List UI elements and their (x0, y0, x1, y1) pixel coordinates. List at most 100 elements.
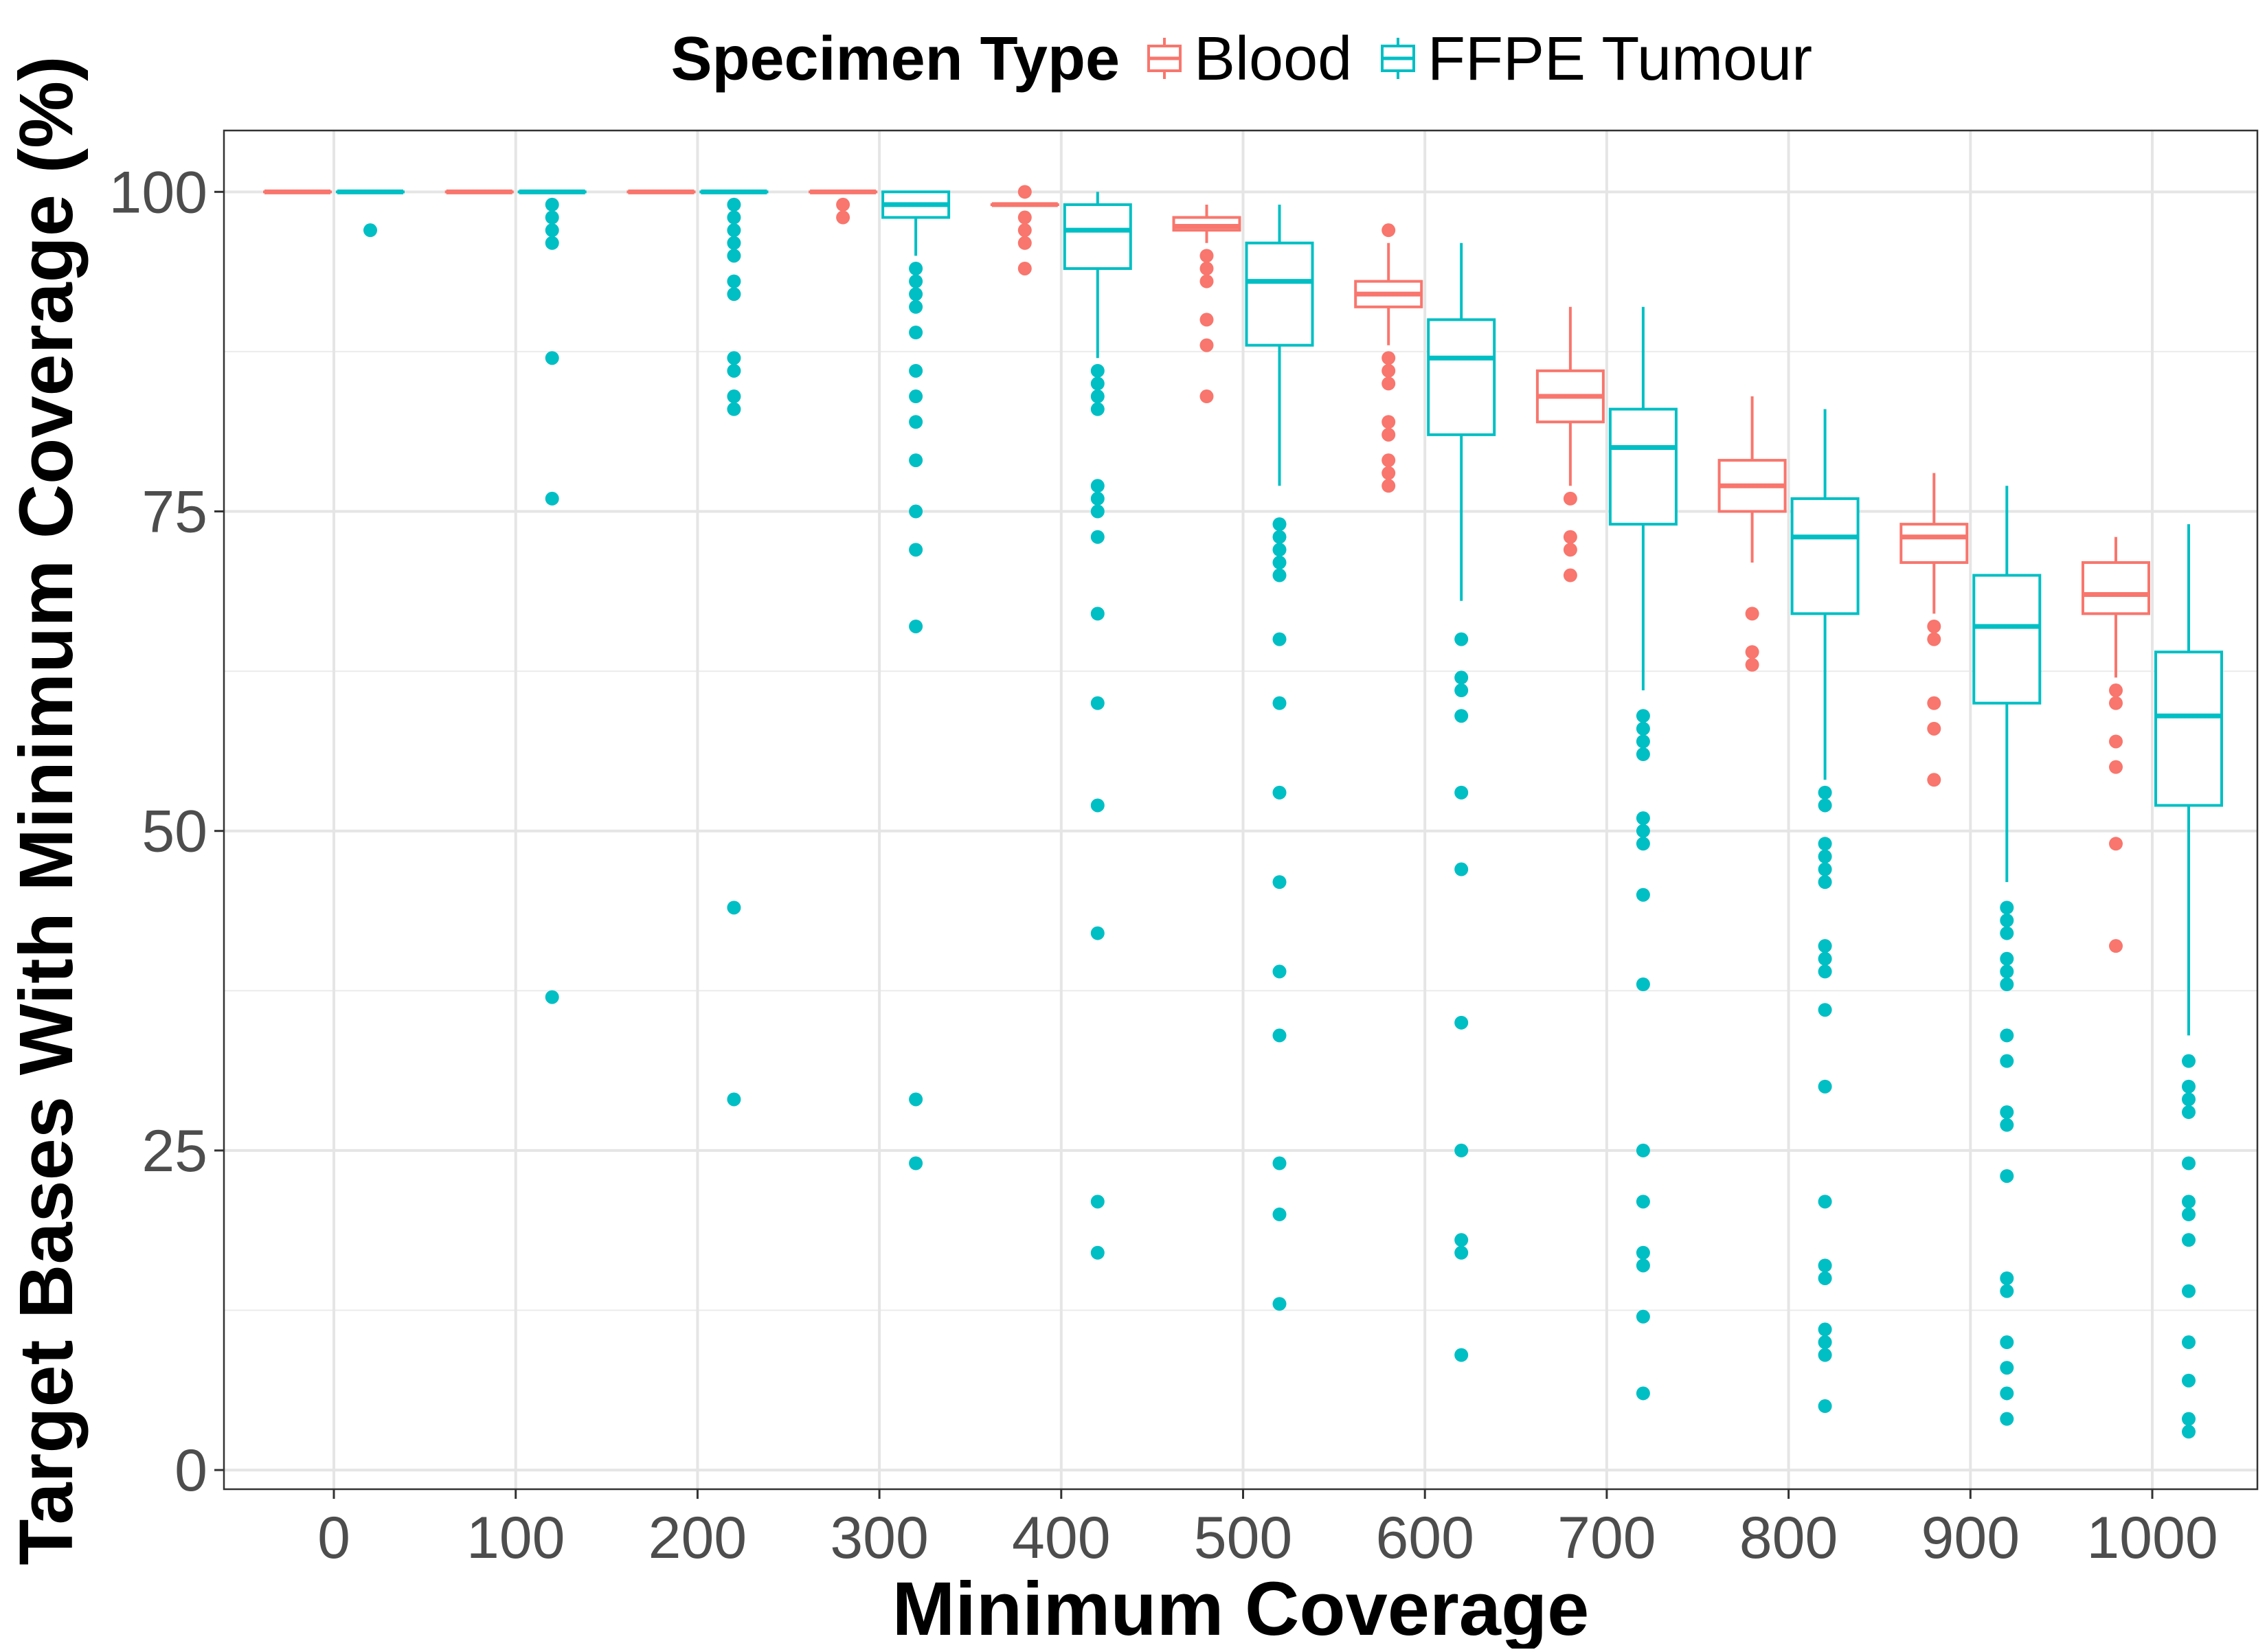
outlier-point (1273, 1208, 1287, 1221)
outlier-point (1636, 722, 1650, 736)
outlier-point (2182, 1335, 2196, 1349)
outlier-point (727, 351, 741, 365)
outlier-point (1091, 403, 1105, 416)
outlier-point (1273, 517, 1287, 531)
outlier-point (1818, 939, 1832, 953)
outlier-point (1636, 1246, 1650, 1260)
outlier-point (1381, 453, 1395, 467)
outlier-point (1091, 479, 1105, 493)
iqr-box (1610, 409, 1676, 524)
outlier-point (1200, 313, 1214, 326)
y-tick-label: 0 (174, 1438, 207, 1504)
outlier-point (1018, 211, 1032, 225)
outlier-point (1273, 556, 1287, 569)
outlier-point (1636, 709, 1650, 723)
outlier-point (909, 453, 923, 467)
outlier-point (1454, 1233, 1468, 1247)
outlier-point (1273, 1297, 1287, 1311)
outlier-point (1200, 389, 1214, 403)
outlier-point (1927, 633, 1941, 646)
outlier-point (2000, 1412, 2014, 1426)
outlier-point (1381, 223, 1395, 237)
outlier-point (909, 620, 923, 633)
outlier-point (1018, 185, 1032, 199)
outlier-point (1091, 1195, 1105, 1208)
x-tick-label: 200 (648, 1505, 747, 1571)
x-tick-label: 1000 (2086, 1505, 2218, 1571)
outlier-point (1200, 249, 1214, 262)
legend-key-blood (1149, 38, 1180, 79)
outlier-point (1091, 492, 1105, 506)
outlier-point (1636, 734, 1650, 748)
outlier-point (1927, 722, 1941, 736)
legend-label-blood: Blood (1194, 25, 1352, 93)
outlier-point (1273, 786, 1287, 800)
outlier-point (2182, 1425, 2196, 1438)
outlier-point (2000, 901, 2014, 914)
iqr-box (1901, 524, 1967, 563)
outlier-point (545, 351, 559, 365)
outlier-point (2109, 939, 2123, 953)
outlier-point (1091, 530, 1105, 544)
outlier-point (1273, 633, 1287, 646)
outlier-point (1091, 376, 1105, 390)
outlier-point (1091, 607, 1105, 620)
outlier-point (909, 1157, 923, 1170)
outlier-point (1454, 633, 1468, 646)
outlier-point (1200, 339, 1214, 352)
outlier-point (2182, 1157, 2196, 1170)
x-tick-label: 500 (1194, 1505, 1293, 1571)
outlier-point (1273, 964, 1287, 978)
outlier-point (1818, 1271, 1832, 1285)
legend-label-ffpe-tumour: FFPE Tumour (1428, 25, 1812, 93)
outlier-point (1018, 236, 1032, 250)
outlier-point (1818, 1348, 1832, 1362)
outlier-point (2182, 1092, 2196, 1106)
outlier-point (1746, 607, 1759, 620)
legend-title: Specimen Type (670, 25, 1120, 93)
outlier-point (1454, 1016, 1468, 1030)
outlier-point (909, 262, 923, 275)
outlier-point (727, 287, 741, 301)
outlier-point (1091, 798, 1105, 812)
y-tick-label: 75 (142, 479, 207, 545)
y-tick-label: 25 (142, 1118, 207, 1184)
outlier-point (1636, 824, 1650, 838)
outlier-point (727, 901, 741, 914)
outlier-point (1564, 543, 1577, 556)
outlier-point (1381, 376, 1395, 390)
outlier-point (1564, 492, 1577, 506)
outlier-point (727, 364, 741, 378)
outlier-point (909, 543, 923, 556)
iqr-box (1792, 499, 1858, 613)
iqr-box (2156, 652, 2222, 805)
outlier-point (2000, 1105, 2014, 1119)
outlier-point (1636, 1195, 1650, 1208)
outlier-point (1273, 543, 1287, 556)
outlier-point (727, 198, 741, 212)
outlier-point (1454, 709, 1468, 723)
outlier-point (1636, 1386, 1650, 1400)
iqr-box (1065, 205, 1131, 269)
outlier-point (2000, 1386, 2014, 1400)
outlier-point (909, 287, 923, 301)
outlier-point (2182, 1080, 2196, 1094)
outlier-point (909, 1092, 923, 1106)
outlier-point (2000, 1361, 2014, 1374)
outlier-point (545, 991, 559, 1004)
outlier-point (545, 211, 559, 225)
outlier-point (1746, 658, 1759, 672)
outlier-point (1091, 927, 1105, 940)
outlier-point (1564, 530, 1577, 544)
outlier-point (836, 211, 850, 225)
outlier-point (2182, 1195, 2196, 1208)
outlier-point (1564, 569, 1577, 582)
outlier-point (1818, 837, 1832, 850)
iqr-box (1428, 319, 1494, 434)
outlier-point (1636, 811, 1650, 825)
outlier-point (909, 364, 923, 378)
outlier-point (1454, 786, 1468, 800)
outlier-point (2182, 1374, 2196, 1388)
outlier-point (909, 415, 923, 429)
